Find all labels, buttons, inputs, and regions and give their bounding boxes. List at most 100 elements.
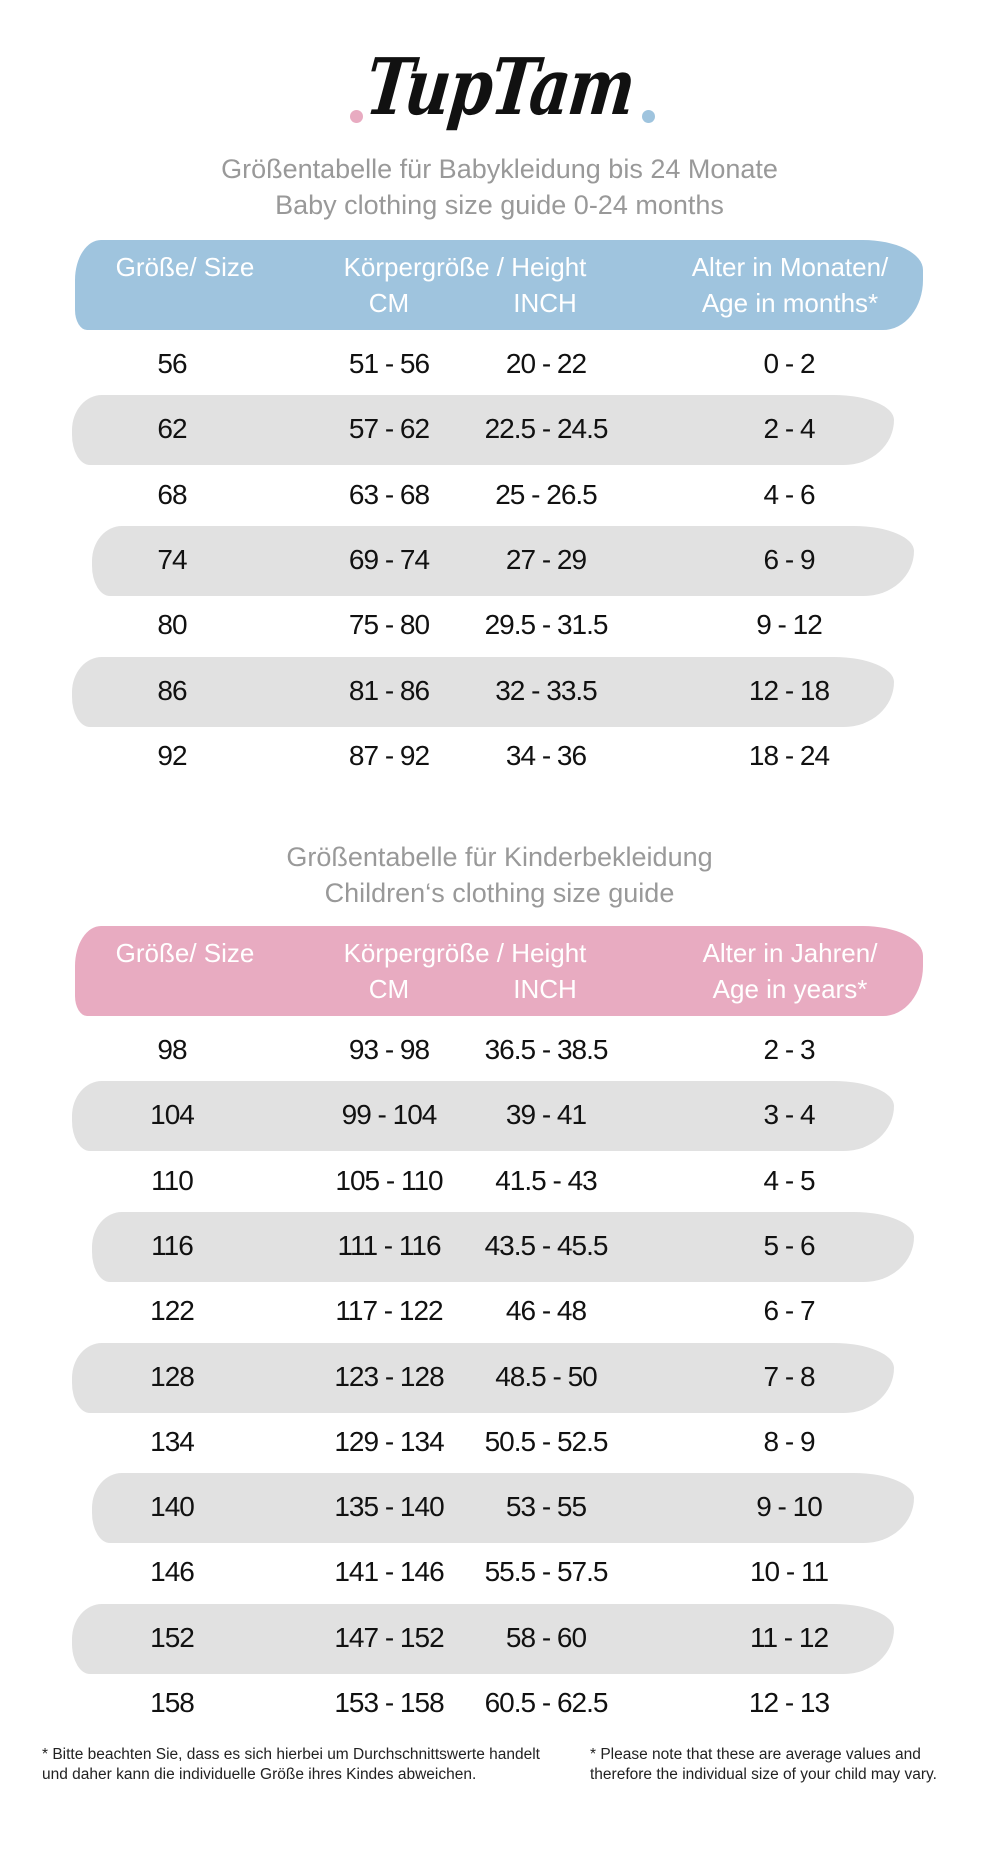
cell-age: 9 - 12: [756, 609, 823, 641]
table-row: 128 123 - 128 48.5 - 50 7 - 8: [0, 1342, 999, 1413]
cell-inch: 53 - 55: [505, 1491, 587, 1523]
row-stripe: [72, 1081, 894, 1152]
cell-size: 140: [150, 1491, 195, 1523]
cell-inch: 46 - 48: [505, 1295, 587, 1327]
kids-header-band: Größe/ Size Körpergröße / Height CM INCH…: [75, 926, 923, 1016]
cell-cm: 63 - 68: [348, 478, 430, 510]
cell-inch: 29.5 - 31.5: [484, 609, 609, 641]
table-row: 56 51 - 56 20 - 22 0 - 2: [0, 330, 999, 396]
pink-dot-icon: [350, 110, 363, 123]
cell-inch: 34 - 36: [505, 739, 587, 771]
cell-cm: 153 - 158: [334, 1687, 444, 1718]
cell-cm: 111 - 116: [337, 1229, 441, 1261]
cell-size: 68: [157, 478, 187, 510]
table-row: 110 105 - 110 41.5 - 43 4 - 5: [0, 1147, 999, 1213]
footnote-de: * Bitte beachten Sie, dass es sich hierb…: [42, 1745, 540, 1785]
cell-cm: 105 - 110: [335, 1164, 443, 1196]
cell-age: 11 - 12: [749, 1621, 829, 1653]
cell-inch: 22.5 - 24.5: [484, 413, 609, 445]
cell-cm: 87 - 92: [348, 739, 430, 771]
table-row: 98 93 - 98 36.5 - 38.5 2 - 3: [0, 1016, 999, 1082]
cell-cm: 141 - 146: [334, 1556, 444, 1588]
row-stripe: [72, 395, 894, 466]
cell-size: 146: [150, 1556, 195, 1588]
row-stripe: [92, 1211, 914, 1282]
header-height: Körpergröße / Height: [343, 938, 587, 968]
cell-inch: 55.5 - 57.5: [484, 1556, 609, 1588]
footnote-de-line2: und daher kann die individuelle Größe ih…: [42, 1766, 477, 1783]
cell-cm: 129 - 134: [334, 1425, 444, 1457]
cell-inch: 39 - 41: [505, 1099, 587, 1131]
cell-cm: 75 - 80: [348, 609, 430, 641]
row-stripe: [72, 1342, 894, 1413]
cell-age: 2 - 4: [763, 413, 815, 445]
cell-inch: 20 - 22: [505, 348, 587, 379]
table-row: 116 111 - 116 43.5 - 45.5 5 - 6: [0, 1211, 999, 1282]
cell-age: 10 - 11: [749, 1556, 829, 1588]
cell-size: 74: [157, 543, 187, 575]
table-row: 104 99 - 104 39 - 41 3 - 4: [0, 1081, 999, 1152]
baby-title-de: Größentabelle für Babykleidung bis 24 Mo…: [221, 154, 778, 184]
baby-title-en: Baby clothing size guide 0-24 months: [275, 190, 724, 220]
cell-age: 5 - 6: [763, 1229, 815, 1261]
cell-age: 2 - 3: [763, 1034, 815, 1065]
baby-header-band: Größe/ Size Körpergröße / Height CM INCH…: [75, 240, 923, 330]
table-row: 134 129 - 134 50.5 - 52.5 8 - 9: [0, 1408, 999, 1474]
cell-size: 128: [150, 1360, 195, 1392]
cell-cm: 51 - 56: [348, 348, 430, 379]
header-inch: INCH: [513, 974, 577, 1004]
table-row: 80 75 - 80 29.5 - 31.5 9 - 12: [0, 591, 999, 657]
cell-size: 56: [157, 348, 187, 379]
cell-size: 116: [151, 1229, 194, 1261]
cell-age: 4 - 5: [763, 1164, 815, 1196]
cell-cm: 147 - 152: [334, 1621, 444, 1653]
cell-cm: 69 - 74: [348, 543, 430, 575]
header-size: Größe/ Size: [115, 252, 255, 282]
logo-text: TupTam: [360, 42, 639, 133]
cell-inch: 36.5 - 38.5: [484, 1034, 609, 1065]
row-stripe: [72, 656, 894, 727]
cell-inch: 43.5 - 45.5: [484, 1229, 609, 1261]
cell-age: 8 - 9: [763, 1425, 815, 1457]
footnote-en-line2: therefore the individual size of your ch…: [590, 1766, 937, 1783]
cell-inch: 48.5 - 50: [495, 1360, 598, 1392]
cell-size: 158: [150, 1687, 195, 1718]
cell-size: 134: [150, 1425, 195, 1457]
kids-title-en: Children‘s clothing size guide: [324, 878, 675, 908]
header-age-line2: Age in years*: [712, 974, 868, 1004]
cell-cm: 93 - 98: [348, 1034, 430, 1065]
cell-inch: 60.5 - 62.5: [484, 1687, 609, 1718]
kids-title-de: Größentabelle für Kinderbekleidung: [286, 842, 713, 872]
row-stripe: [92, 1473, 914, 1544]
cell-age: 0 - 2: [763, 348, 815, 379]
footnote-en: * Please note that these are average val…: [590, 1745, 937, 1785]
cell-size: 122: [150, 1295, 195, 1327]
cell-age: 9 - 10: [756, 1491, 823, 1523]
header-inch: INCH: [513, 288, 577, 318]
cell-inch: 41.5 - 43: [495, 1164, 598, 1196]
table-row: 68 63 - 68 25 - 26.5 4 - 6: [0, 461, 999, 527]
cell-inch: 27 - 29: [505, 543, 587, 575]
cell-age: 12 - 13: [748, 1687, 830, 1718]
header-age-line1: Alter in Jahren/: [702, 938, 878, 968]
cell-size: 92: [157, 739, 187, 771]
cell-cm: 81 - 86: [348, 674, 430, 706]
blue-dot-icon: [642, 110, 655, 123]
table-row: 140 135 - 140 53 - 55 9 - 10: [0, 1473, 999, 1544]
cell-inch: 25 - 26.5: [495, 478, 598, 510]
cell-inch: 50.5 - 52.5: [484, 1425, 609, 1457]
header-cm: CM: [368, 974, 410, 1004]
cell-age: 12 - 18: [748, 674, 830, 706]
table-row: 74 69 - 74 27 - 29 6 - 9: [0, 525, 999, 596]
cell-age: 6 - 7: [763, 1295, 815, 1327]
cell-size: 86: [157, 674, 187, 706]
cell-cm: 135 - 140: [334, 1491, 444, 1523]
cell-inch: 58 - 60: [505, 1621, 587, 1653]
cell-age: 6 - 9: [763, 543, 815, 575]
table-row: 152 147 - 152 58 - 60 11 - 12: [0, 1603, 999, 1674]
cell-age: 3 - 4: [763, 1099, 815, 1131]
table-row: 86 81 - 86 32 - 33.5 12 - 18: [0, 656, 999, 727]
footnote-en-line1: * Please note that these are average val…: [590, 1746, 921, 1763]
cell-cm: 123 - 128: [334, 1360, 444, 1392]
table-row: 122 117 - 122 46 - 48 6 - 7: [0, 1277, 999, 1343]
